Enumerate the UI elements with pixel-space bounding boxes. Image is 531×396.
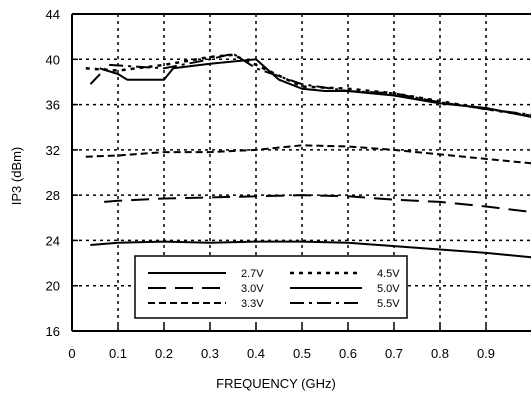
legend-label-5-5V: 5.5V <box>377 298 400 310</box>
legend-label-5-0V: 5.0V <box>377 283 400 295</box>
x-tick-label: 0.9 <box>477 346 495 361</box>
x-tick-labels: 0 0.1 0.2 0.3 0.4 0.5 0.6 0.7 0.8 0.9 <box>68 346 495 361</box>
y-tick-labels: 16 20 24 28 32 36 40 44 <box>46 7 60 339</box>
legend-label-4-5V: 4.5V <box>377 268 400 280</box>
x-tick-label: 0 <box>68 346 75 361</box>
legend: 2.7V 3.0V 3.3V 4.5V 5.0V 5.5V <box>134 255 408 319</box>
y-tick-label: 28 <box>46 188 60 203</box>
series-line-3-0V <box>104 194 531 213</box>
x-tick-label: 0.7 <box>385 346 403 361</box>
x-tick-label: 0.3 <box>201 346 219 361</box>
y-tick-label: 44 <box>46 7 60 22</box>
x-tick-label: 0.1 <box>109 346 127 361</box>
x-tick-label: 0.5 <box>293 346 311 361</box>
legend-label-2-7V: 2.7V <box>241 268 264 280</box>
series-line-2-7V <box>90 240 531 259</box>
legend-label-3-3V: 3.3V <box>241 298 264 310</box>
y-tick-label: 40 <box>46 52 60 67</box>
series-lines <box>85 52 531 259</box>
series-line-5-0V <box>99 58 531 118</box>
y-tick-label: 24 <box>46 233 60 248</box>
tick-marks <box>71 13 487 332</box>
x-tick-label: 0.2 <box>155 346 173 361</box>
legend-items: 2.7V 3.0V 3.3V 4.5V 5.0V 5.5V <box>148 268 400 310</box>
x-axis-title: FREQUENCY (GHz) <box>216 376 336 391</box>
y-tick-label: 16 <box>46 324 60 339</box>
x-tick-label: 0.4 <box>247 346 265 361</box>
y-tick-label: 36 <box>46 98 60 113</box>
x-tick-label: 0.8 <box>431 346 449 361</box>
y-axis-title: IP3 (dBm) <box>9 147 24 206</box>
y-tick-label: 32 <box>46 143 60 158</box>
series-line-4-5V <box>85 53 531 118</box>
x-tick-label: 0.6 <box>339 346 357 361</box>
y-tick-label: 20 <box>46 279 60 294</box>
legend-label-3-0V: 3.0V <box>241 283 264 295</box>
